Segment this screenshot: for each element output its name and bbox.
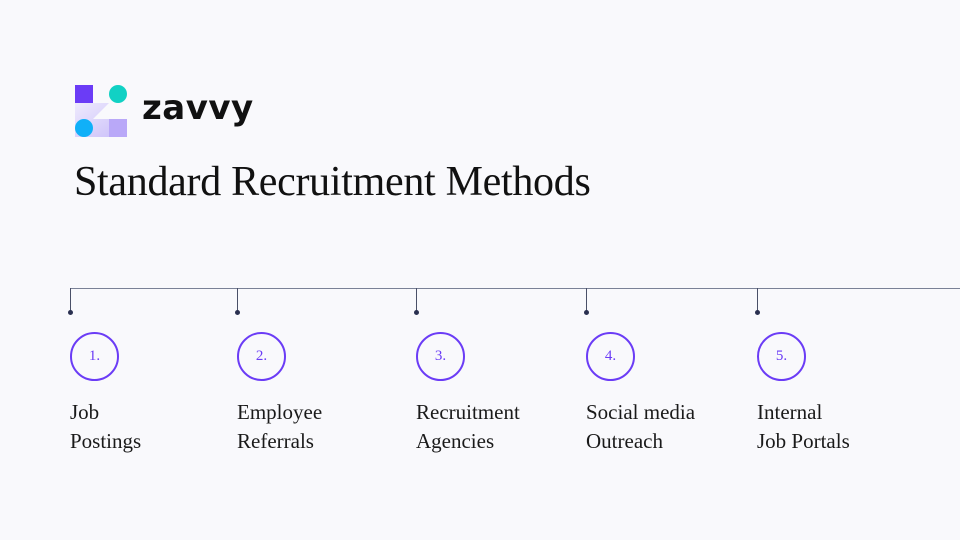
step-number: 2. — [237, 332, 286, 381]
step-label: Recruitment Agencies — [416, 398, 520, 456]
timeline-dot — [584, 310, 589, 315]
page-title: Standard Recruitment Methods — [74, 159, 591, 205]
zavvy-logo-icon — [75, 85, 127, 137]
step-label-line: Job — [70, 400, 100, 424]
timeline-tick — [237, 288, 238, 312]
step-label-line: Agencies — [416, 429, 495, 453]
step-label: Internal Job Portals — [757, 398, 850, 456]
step-label: Social media Outreach — [586, 398, 695, 456]
timeline-line — [70, 288, 960, 289]
timeline-tick — [757, 288, 758, 312]
step-label-line: Outreach — [586, 429, 663, 453]
timeline-dot — [235, 310, 240, 315]
step-label: Job Postings — [70, 398, 141, 456]
timeline-tick — [586, 288, 587, 312]
timeline-dot — [68, 310, 73, 315]
step-number: 4. — [586, 332, 635, 381]
step-label-line: Social media — [586, 400, 696, 424]
step-number: 3. — [416, 332, 465, 381]
step-label-line: Employee — [237, 400, 323, 424]
step-label-line: Postings — [70, 429, 142, 453]
timeline-dot — [755, 310, 760, 315]
step-label-line: Referrals — [237, 429, 314, 453]
step-number: 1. — [70, 332, 119, 381]
timeline-dot — [414, 310, 419, 315]
brand-name: zavvy — [142, 88, 254, 128]
timeline-tick — [70, 288, 71, 312]
step-label-line: Internal — [757, 400, 823, 424]
step-label-line: Job Portals — [757, 429, 850, 453]
timeline-tick — [416, 288, 417, 312]
step-number: 5. — [757, 332, 806, 381]
step-label: Employee Referrals — [237, 398, 322, 456]
step-label-line: Recruitment — [416, 400, 520, 424]
